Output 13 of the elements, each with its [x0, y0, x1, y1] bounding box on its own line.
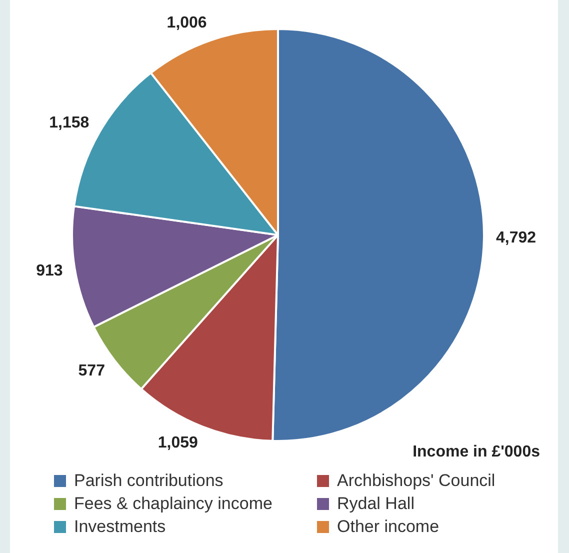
- data-label: 4,792: [496, 229, 536, 246]
- legend-label: Parish contributions: [74, 470, 224, 491]
- legend-label: Other income: [337, 516, 440, 537]
- data-label: 1,006: [166, 14, 207, 32]
- legend-label: Investments: [74, 516, 166, 537]
- legend-label: Fees & chaplaincy income: [74, 493, 272, 514]
- data-label: 913: [36, 262, 63, 280]
- data-label: 577: [78, 362, 106, 380]
- data-label: 1,158: [49, 114, 90, 132]
- legend-label: Archbishops' Council: [337, 470, 496, 491]
- data-label: 1,059: [158, 434, 198, 452]
- legend-label: Rydal Hall: [337, 493, 414, 514]
- text: Income in £'000s: [412, 443, 540, 460]
